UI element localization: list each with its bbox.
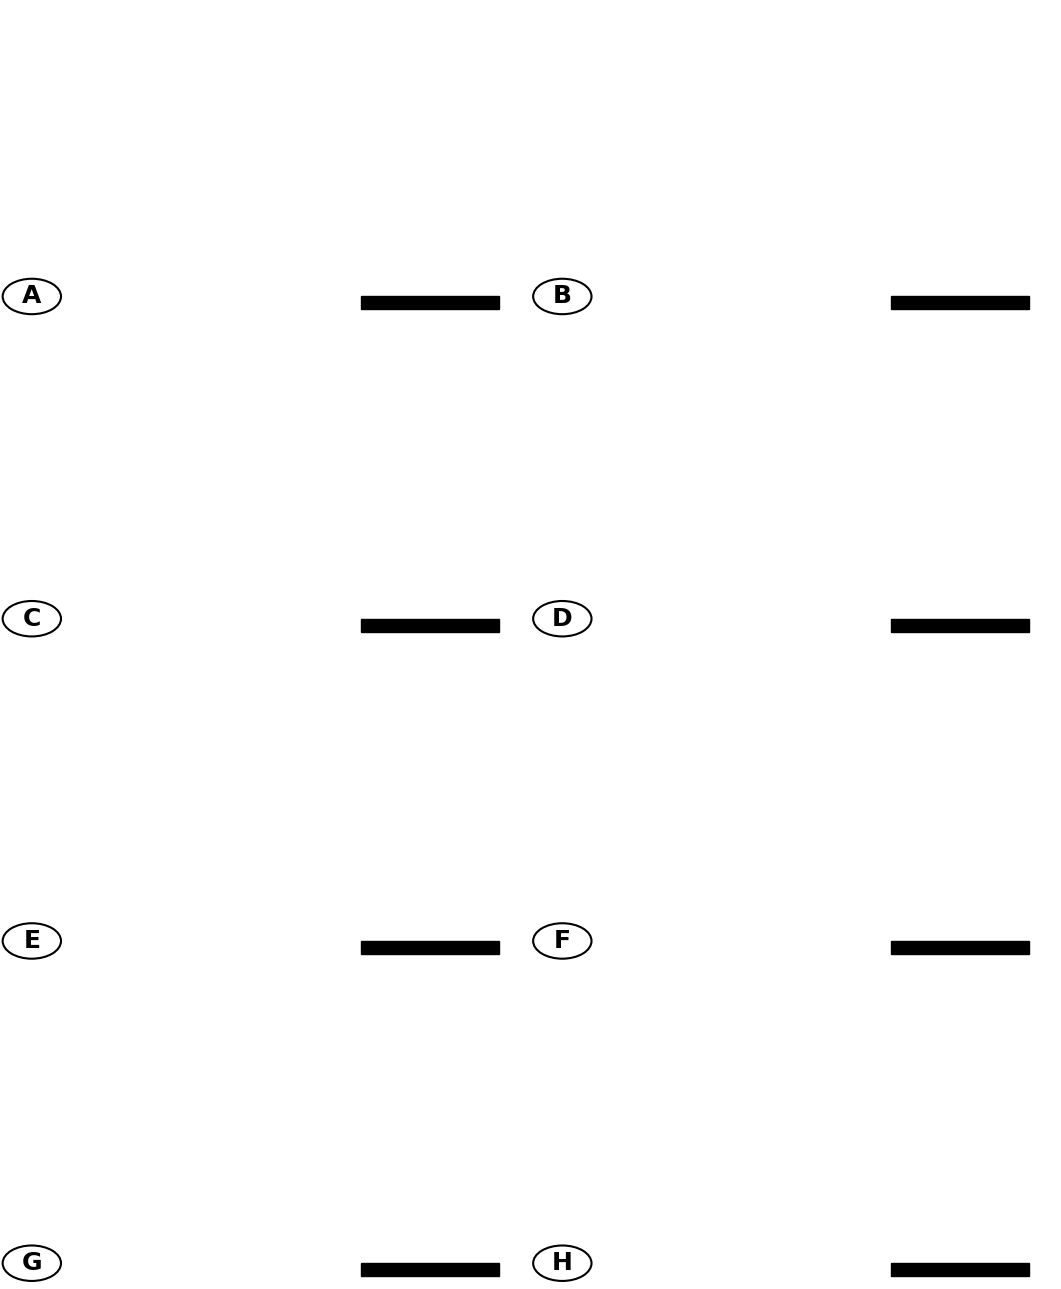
Circle shape (2, 923, 60, 959)
FancyArrow shape (361, 1263, 499, 1276)
Circle shape (534, 601, 592, 637)
Text: A: A (22, 285, 41, 308)
FancyArrow shape (361, 296, 499, 309)
Circle shape (2, 601, 60, 637)
Text: G: G (21, 1252, 42, 1275)
Circle shape (534, 1245, 592, 1281)
Circle shape (534, 278, 592, 315)
FancyArrow shape (891, 1263, 1029, 1276)
Text: F: F (554, 929, 571, 953)
FancyArrow shape (361, 619, 499, 632)
Text: C: C (22, 607, 41, 630)
Circle shape (2, 278, 60, 315)
Text: E: E (23, 929, 40, 953)
FancyArrow shape (891, 941, 1029, 954)
FancyArrow shape (891, 619, 1029, 632)
Circle shape (2, 1245, 60, 1281)
Text: D: D (552, 607, 573, 630)
FancyArrow shape (361, 941, 499, 954)
FancyArrow shape (891, 296, 1029, 309)
Text: B: B (553, 285, 572, 308)
Circle shape (534, 923, 592, 959)
Text: H: H (552, 1252, 573, 1275)
